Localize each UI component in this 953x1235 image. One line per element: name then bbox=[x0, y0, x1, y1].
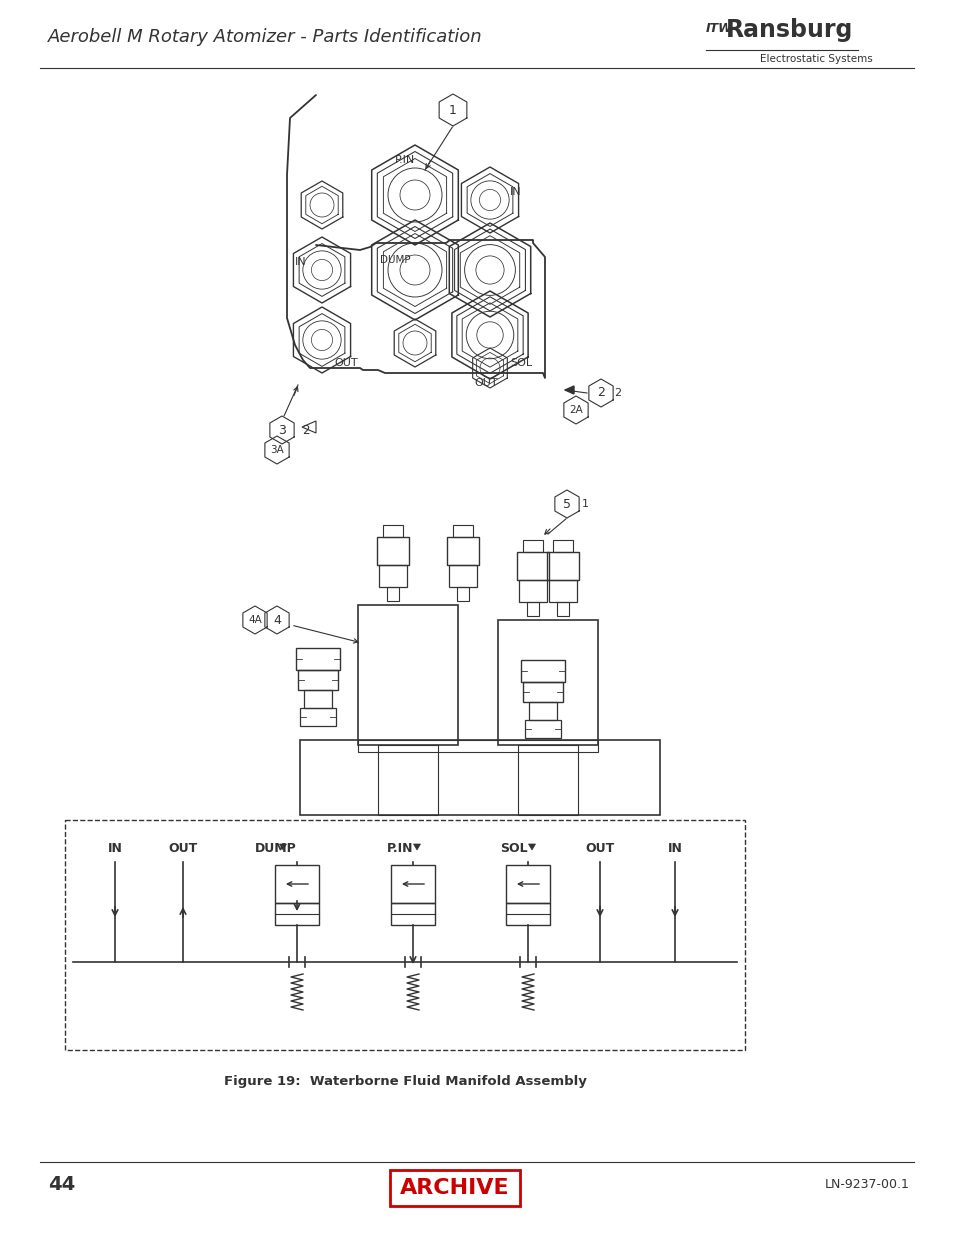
Text: IN: IN bbox=[108, 842, 122, 855]
Polygon shape bbox=[438, 94, 466, 126]
Text: Figure 19:  Waterborne Fluid Manifold Assembly: Figure 19: Waterborne Fluid Manifold Ass… bbox=[223, 1074, 586, 1088]
Text: ITW: ITW bbox=[705, 22, 732, 35]
Text: OUT: OUT bbox=[334, 358, 357, 368]
Bar bbox=[518, 580, 546, 601]
Bar bbox=[391, 903, 435, 925]
Text: OUT: OUT bbox=[585, 842, 614, 855]
Bar bbox=[295, 648, 339, 671]
Bar bbox=[546, 552, 578, 580]
Bar bbox=[522, 540, 542, 552]
Text: DUMP: DUMP bbox=[255, 842, 296, 855]
Text: OUT: OUT bbox=[168, 842, 197, 855]
Text: 4: 4 bbox=[273, 614, 280, 626]
Text: 4A: 4A bbox=[248, 615, 262, 625]
Bar bbox=[548, 580, 577, 601]
Bar bbox=[65, 820, 744, 1050]
Text: 2: 2 bbox=[614, 388, 620, 398]
Text: Electrostatic Systems: Electrostatic Systems bbox=[760, 54, 872, 64]
Text: ARCHIVE: ARCHIVE bbox=[399, 1178, 509, 1198]
Bar bbox=[557, 601, 568, 616]
Text: IN: IN bbox=[510, 186, 521, 198]
Bar bbox=[390, 1170, 519, 1207]
Bar bbox=[449, 564, 476, 587]
Bar bbox=[526, 601, 538, 616]
Text: 2: 2 bbox=[302, 424, 309, 436]
Text: Aerobell M Rotary Atomizer - Parts Identification: Aerobell M Rotary Atomizer - Parts Ident… bbox=[48, 28, 482, 46]
Polygon shape bbox=[265, 436, 289, 464]
Polygon shape bbox=[588, 379, 613, 408]
Text: 1: 1 bbox=[449, 104, 456, 116]
Bar bbox=[553, 540, 573, 552]
Text: 3: 3 bbox=[277, 424, 286, 436]
Bar bbox=[297, 671, 337, 690]
Bar bbox=[505, 864, 550, 903]
Bar bbox=[387, 587, 398, 601]
Text: 3A: 3A bbox=[270, 445, 284, 454]
Bar bbox=[529, 701, 557, 720]
Bar bbox=[299, 740, 659, 815]
Bar bbox=[524, 720, 560, 739]
Text: DUMP: DUMP bbox=[379, 254, 410, 266]
Text: IN: IN bbox=[294, 257, 306, 267]
Bar bbox=[453, 525, 473, 537]
Bar bbox=[299, 708, 335, 726]
Polygon shape bbox=[270, 416, 294, 445]
Text: 1: 1 bbox=[581, 499, 588, 509]
Bar bbox=[274, 864, 318, 903]
Bar bbox=[382, 525, 402, 537]
Bar bbox=[357, 605, 457, 745]
Text: P.IN: P.IN bbox=[395, 156, 415, 165]
Bar bbox=[378, 564, 407, 587]
Polygon shape bbox=[279, 844, 286, 850]
Polygon shape bbox=[243, 606, 267, 634]
Text: 2: 2 bbox=[597, 387, 604, 399]
Bar bbox=[304, 690, 332, 708]
Bar bbox=[391, 864, 435, 903]
Polygon shape bbox=[528, 844, 535, 850]
Bar bbox=[520, 659, 564, 682]
Bar bbox=[497, 620, 598, 745]
Text: 44: 44 bbox=[48, 1176, 75, 1194]
Bar bbox=[376, 537, 409, 564]
Polygon shape bbox=[302, 421, 315, 433]
Polygon shape bbox=[413, 844, 420, 850]
Bar bbox=[447, 537, 478, 564]
Bar bbox=[522, 682, 562, 701]
Bar bbox=[274, 903, 318, 925]
Text: SOL: SOL bbox=[500, 842, 527, 855]
Polygon shape bbox=[265, 606, 289, 634]
Text: LN-9237-00.1: LN-9237-00.1 bbox=[824, 1178, 909, 1192]
Text: IN: IN bbox=[667, 842, 681, 855]
Bar bbox=[357, 740, 598, 752]
Text: 2A: 2A bbox=[569, 405, 582, 415]
Bar bbox=[517, 745, 578, 815]
Polygon shape bbox=[563, 396, 587, 424]
Polygon shape bbox=[555, 490, 578, 517]
Text: 5: 5 bbox=[562, 498, 571, 510]
Bar bbox=[505, 903, 550, 925]
Text: P.IN: P.IN bbox=[386, 842, 413, 855]
Polygon shape bbox=[564, 387, 574, 394]
Bar bbox=[517, 552, 548, 580]
Text: SOL: SOL bbox=[510, 358, 532, 368]
Bar bbox=[377, 745, 437, 815]
Bar bbox=[456, 587, 469, 601]
Text: Ransburg: Ransburg bbox=[725, 19, 853, 42]
Text: OUT: OUT bbox=[474, 378, 497, 388]
